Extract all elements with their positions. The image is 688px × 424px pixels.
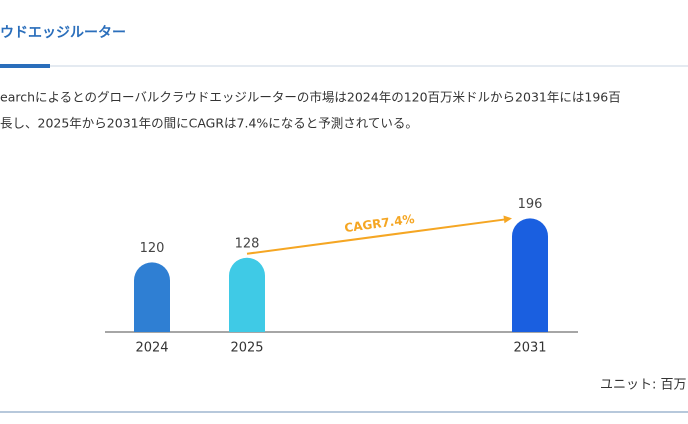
arrow-head bbox=[503, 215, 512, 224]
paragraph-line: 長し、2025年から2031年の間にCAGRは7.4%になると予測されている。 bbox=[0, 116, 418, 131]
bar bbox=[229, 257, 265, 332]
x-tick-label: 2031 bbox=[513, 341, 546, 356]
value-label: 120 bbox=[140, 241, 165, 256]
cagr-arrow bbox=[246, 218, 507, 255]
value-label: 196 bbox=[518, 197, 543, 212]
x-tick-label: 2025 bbox=[230, 341, 263, 356]
section-title: ウドエッジルーター bbox=[0, 25, 126, 41]
bar bbox=[134, 262, 170, 332]
tab-underline bbox=[0, 64, 50, 68]
bar bbox=[512, 218, 548, 332]
paragraph-line: earchによるとのグローバルクラウドエッジルーターの市場は2024年の120百… bbox=[0, 90, 621, 105]
unit-note: ユニット: 百万 bbox=[600, 378, 687, 393]
x-tick-label: 2024 bbox=[135, 341, 168, 356]
value-label: 128 bbox=[235, 236, 260, 251]
